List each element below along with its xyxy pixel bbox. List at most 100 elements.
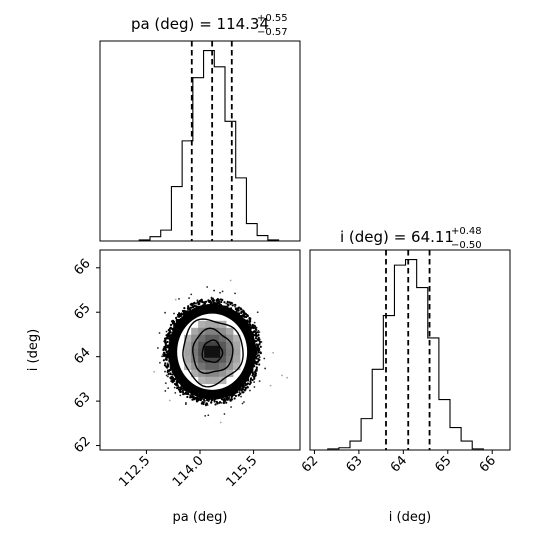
edge-point xyxy=(250,330,253,334)
edge-point xyxy=(257,339,260,342)
edge-point xyxy=(167,373,170,376)
density-cell xyxy=(212,334,220,343)
edge-point xyxy=(178,315,181,318)
edge-point xyxy=(195,307,198,311)
pa-title-minus: −0.57 xyxy=(257,27,288,38)
edge-point xyxy=(255,357,258,360)
density-cell xyxy=(198,341,206,350)
pa-histogram-step xyxy=(138,49,280,241)
edge-point xyxy=(255,366,258,369)
edge-point xyxy=(176,386,179,390)
edge-point xyxy=(199,398,202,402)
scatter-point xyxy=(258,380,261,383)
edge-point xyxy=(243,376,246,379)
edge-point xyxy=(166,340,169,344)
scatter-point xyxy=(159,361,161,364)
edge-point xyxy=(258,348,261,351)
scatter-point xyxy=(164,311,166,314)
edge-point xyxy=(220,398,224,401)
edge-point xyxy=(200,402,203,405)
edge-point xyxy=(215,303,219,306)
scatter-point xyxy=(168,399,171,402)
density-cell xyxy=(184,362,192,371)
edge-point xyxy=(227,397,230,400)
i-title-median: 64.11 xyxy=(411,228,454,246)
edge-point xyxy=(251,365,254,368)
edge-point xyxy=(242,311,246,314)
edge-point xyxy=(240,310,243,314)
edge-point xyxy=(234,394,237,397)
scatter-point xyxy=(253,386,256,388)
density-cell xyxy=(198,327,206,336)
scatter-point xyxy=(174,391,177,394)
edge-point xyxy=(251,368,254,371)
density-cell xyxy=(191,348,199,357)
edge-point xyxy=(231,310,234,313)
scatter-point xyxy=(281,374,283,377)
edge-point xyxy=(246,313,249,317)
edge-point xyxy=(165,334,168,337)
edge-point xyxy=(242,314,245,317)
density-cell xyxy=(184,355,192,364)
edge-point xyxy=(258,343,261,346)
edge-point xyxy=(169,323,173,326)
density-cell xyxy=(212,355,220,364)
edge-point xyxy=(184,311,188,314)
edge-point xyxy=(168,350,172,353)
edge-point xyxy=(181,309,185,313)
scatter-point xyxy=(195,302,198,305)
scatter-point xyxy=(165,330,168,333)
edge-point xyxy=(212,305,216,309)
edge-point xyxy=(239,382,242,385)
scatter-point xyxy=(206,286,209,288)
edge-point xyxy=(218,302,221,305)
density-cell xyxy=(191,334,199,343)
edge-point xyxy=(206,398,209,401)
edge-point xyxy=(184,392,187,395)
edge-point xyxy=(186,392,189,395)
edge-point xyxy=(174,369,177,372)
edge-point xyxy=(223,301,226,304)
edge-point xyxy=(254,372,257,375)
density-cell xyxy=(226,362,234,371)
edge-point xyxy=(254,340,257,343)
density-cell xyxy=(205,327,213,336)
density-cell xyxy=(226,341,234,350)
scatter-point xyxy=(256,311,259,314)
edge-point xyxy=(220,307,223,310)
edge-point xyxy=(164,358,167,361)
edge-point xyxy=(258,358,261,361)
edge-point xyxy=(174,377,177,381)
edge-point xyxy=(164,348,167,351)
edge-point xyxy=(193,308,196,311)
edge-point xyxy=(241,388,245,391)
edge-point xyxy=(166,336,169,339)
i-title-plus: +0.48 xyxy=(451,226,482,237)
density-cell xyxy=(198,362,206,371)
edge-point xyxy=(165,353,168,356)
edge-point xyxy=(183,306,186,310)
density-cell xyxy=(233,341,241,350)
joint-ytick-label-1: 63 xyxy=(71,389,93,411)
edge-point xyxy=(166,346,169,349)
edge-point xyxy=(222,306,225,309)
edge-point xyxy=(231,394,234,397)
density-cell xyxy=(226,348,234,357)
edge-point xyxy=(165,350,168,353)
joint-xtick-label-0: 112.5 xyxy=(116,453,153,490)
pa-title: pa (deg) = 114.34 xyxy=(131,15,269,33)
edge-point xyxy=(228,301,231,304)
edge-point xyxy=(193,398,196,401)
density-cell xyxy=(212,362,220,371)
edge-point xyxy=(257,351,260,354)
edge-point xyxy=(174,373,177,376)
scatter-point xyxy=(207,400,210,403)
edge-point xyxy=(167,329,170,332)
density-core xyxy=(204,345,221,358)
edge-point xyxy=(162,347,165,350)
edge-point xyxy=(230,398,233,401)
density-cell xyxy=(198,334,206,343)
edge-point xyxy=(172,377,175,380)
density-cell xyxy=(205,376,213,385)
scatter-point xyxy=(165,374,168,377)
